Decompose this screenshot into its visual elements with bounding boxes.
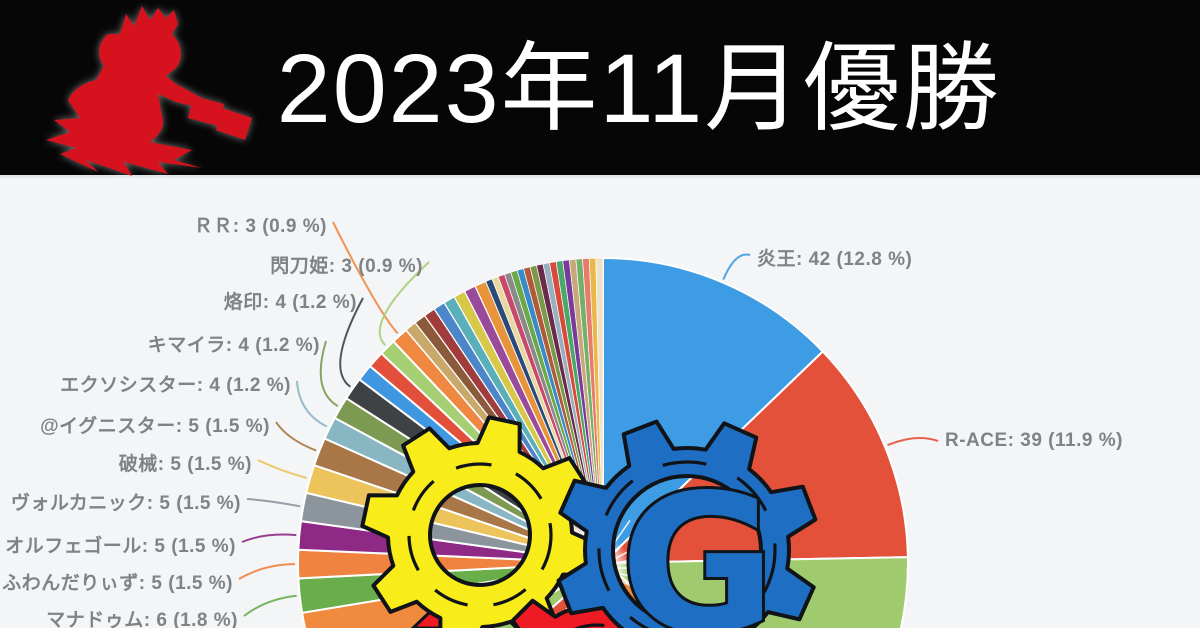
red-duelist-silhouette-icon — [46, 6, 252, 176]
leader-line — [243, 594, 297, 617]
pie-chart-svg: CG — [238, 221, 939, 628]
leader-line — [319, 340, 339, 408]
pie-label: R-ACE: 39 (11.9 %) — [945, 430, 1123, 451]
pie-slice-R-ACE — [600, 350, 909, 565]
logo-letter-g: G — [620, 454, 776, 628]
leader-line — [339, 297, 364, 388]
silhouette-card-2 — [216, 108, 252, 140]
pie-label: ふわんだりぃず: 5 (1.5 %) — [2, 573, 233, 594]
pie-label: 破械: 5 (1.5 %) — [118, 454, 252, 475]
leader-line — [238, 563, 296, 580]
pie-label: オルフェゴール: 5 (1.5 %) — [5, 536, 236, 557]
pie-label: キマイラ: 4 (1.2 %) — [147, 335, 320, 356]
silhouette-card-1 — [188, 96, 224, 126]
leader-line — [246, 498, 301, 508]
gear-band-dashes — [407, 462, 553, 608]
header-banner: 2023年11月優勝 — [0, 0, 1200, 178]
leader-line — [887, 436, 939, 447]
leader-line — [275, 421, 317, 452]
leader-line — [296, 380, 328, 428]
leader-line — [722, 253, 751, 280]
pie-label: ＲＲ: 3 (0.9 %) — [193, 216, 327, 237]
leader-line — [257, 459, 308, 480]
gear-band-dashes — [573, 623, 621, 628]
page-title: 2023年11月優勝 — [276, 34, 1002, 143]
silhouette-shape — [46, 6, 202, 176]
pie-label: 炎王: 42 (12.8 %) — [757, 249, 913, 270]
pie-label: マナドゥム: 6 (1.8 %) — [46, 610, 238, 628]
pie-label: ヴォルカニック: 5 (1.5 %) — [10, 493, 241, 514]
gear-band-dashes — [597, 460, 777, 628]
leader-line — [332, 221, 399, 335]
leader-line — [241, 533, 297, 543]
pie-label: 閃刀姫: 3 (0.9 %) — [270, 256, 423, 277]
ocg-gear-logo: CG — [360, 415, 818, 628]
pie-label: エクソシスター: 4 (1.2 %) — [60, 375, 291, 396]
leader-line — [378, 261, 430, 346]
gear-g-blue: G — [556, 419, 818, 628]
pie-chart-area: CG 炎王: 42 (12.8 %) R-ACE: 39 (11.9 %) ＲＲ: … — [0, 178, 1200, 628]
pie-label: 烙印: 4 (1.2 %) — [223, 292, 357, 313]
pie-label: @イグニスター: 5 (1.5 %) — [40, 416, 270, 437]
pie-slice-炎王 — [602, 256, 825, 566]
label-leader-lines — [238, 221, 939, 617]
